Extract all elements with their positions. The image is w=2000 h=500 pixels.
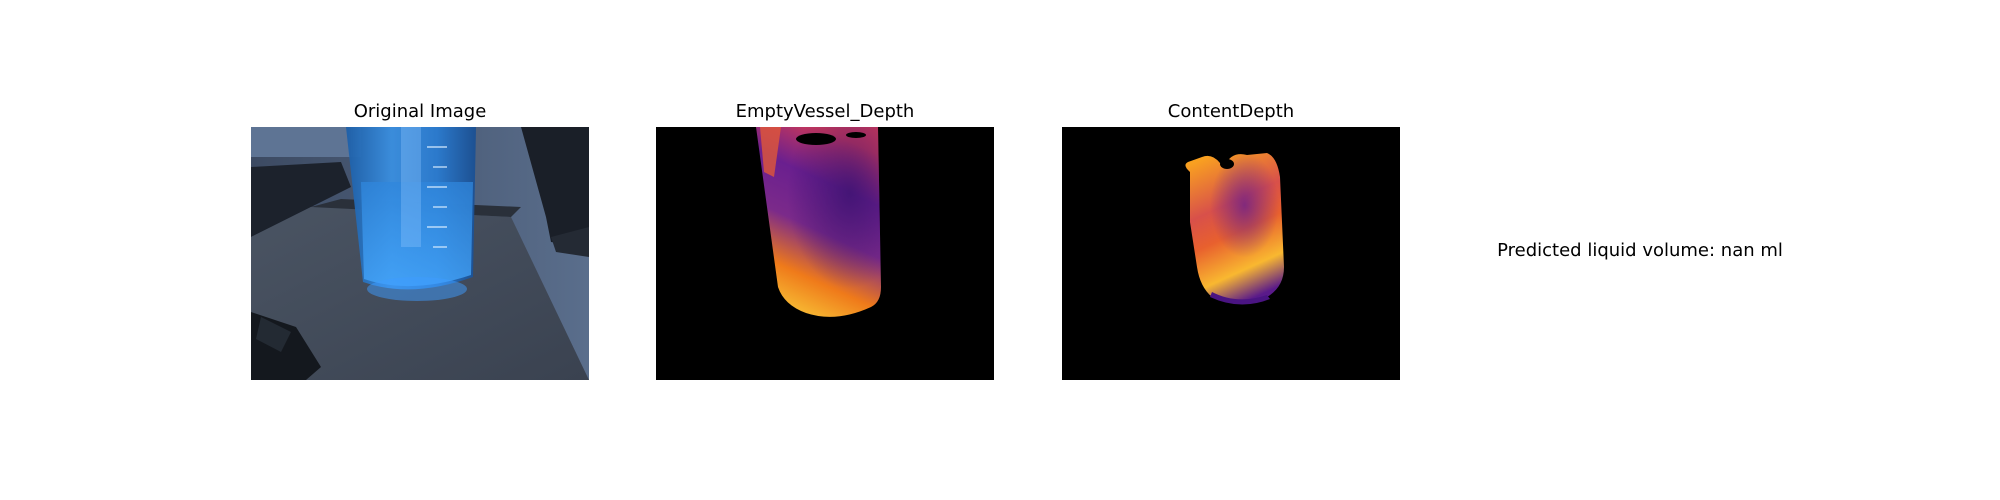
panel-title-original: Original Image: [353, 101, 487, 122]
empty-vessel-depth-map: [656, 127, 994, 380]
panel-title-content-depth: ContentDepth: [1167, 101, 1295, 122]
predicted-volume-text: Predicted liquid volume: nan ml: [1497, 240, 1783, 261]
panel-title-empty-vessel-depth: EmptyVessel_Depth: [735, 101, 915, 122]
content-depth-map: [1062, 127, 1400, 380]
original-image: [251, 127, 589, 380]
